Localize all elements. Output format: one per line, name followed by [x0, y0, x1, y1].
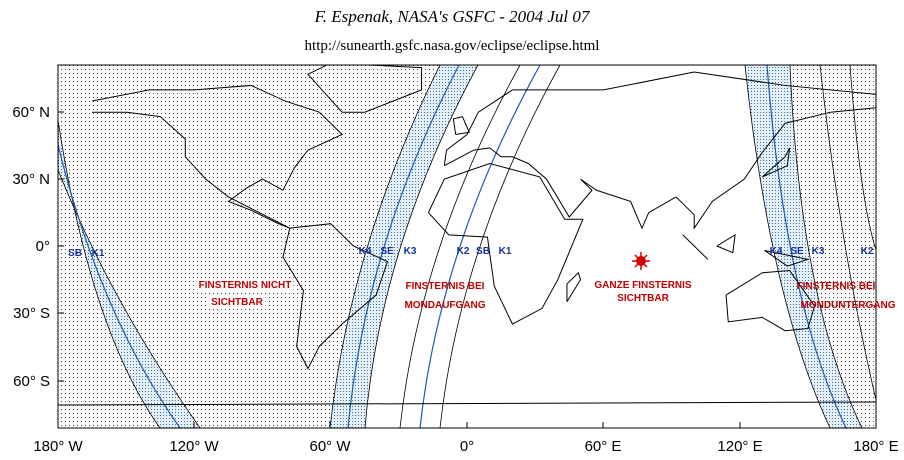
contact-label: K3 [404, 246, 417, 257]
region-label: MONDAUFGANG [404, 300, 485, 311]
coastline [725, 270, 816, 332]
coastline [762, 147, 791, 178]
region-label: SICHTBAR [211, 297, 263, 308]
coastline [307, 65, 423, 113]
coastline [92, 84, 343, 229]
band [745, 65, 862, 428]
contact-label: K4 [770, 246, 783, 257]
coastline [716, 233, 736, 254]
coastline [566, 271, 582, 303]
region-label: FINSTERNIS BEI [797, 281, 876, 292]
contact-label: K1 [499, 246, 512, 257]
lat-label: 60° S [13, 373, 50, 390]
eclipse-point [632, 252, 650, 270]
region-label: GANZE FINSTERNIS [594, 280, 692, 291]
contact-label: K1 [92, 248, 105, 259]
lon-axis: 180° W 120° W 60° W 0° 60° E 120° E 180° E [33, 422, 899, 455]
curves [58, 65, 876, 428]
contact-label: SB [476, 246, 490, 257]
region-label: FINSTERNIS BEI [406, 281, 485, 292]
coastline [452, 116, 470, 135]
lon-label: 0° [460, 438, 474, 455]
coastline [427, 162, 584, 325]
center-lines [58, 65, 847, 428]
lon-label: 60° E [585, 438, 622, 455]
shade-left [58, 65, 440, 428]
lat-label: 30° S [13, 305, 50, 322]
label-bg [196, 279, 294, 292]
lat-label: 60° N [12, 104, 50, 121]
lon-label: 120° W [169, 438, 219, 455]
lon-label: 180° W [33, 438, 83, 455]
lon-label: 120° E [717, 438, 762, 455]
coastline [443, 71, 876, 230]
band [58, 120, 200, 428]
lat-axis: 60° N 30° N 0° 30° S 60° S [12, 104, 64, 390]
map [58, 65, 876, 428]
contact-label: K2 [861, 246, 874, 257]
region-label: FINSTERNIS NICHT [199, 280, 292, 291]
lon-label: 180° E [853, 438, 898, 455]
title: F. Espenak, NASA's GSFC - 2004 Jul 07 [314, 7, 591, 26]
region-label: MONDUNTERGANG [801, 300, 896, 311]
contact-label: K2 [457, 246, 470, 257]
coastlines [92, 65, 876, 370]
lon-label: 60° W [309, 438, 351, 455]
url: http://sunearth.gsfc.nasa.gov/eclipse/ec… [305, 38, 600, 54]
lat-label: 30° N [12, 171, 50, 188]
contact-label: SE [790, 246, 804, 257]
coastline [764, 249, 810, 267]
regions: FINSTERNIS NICHT SICHTBAR FINSTERNIS BEI MO… [196, 279, 896, 311]
contact-label: K3 [812, 246, 825, 257]
contacts: SB K1 K4 SE K3 K2 SB K1 K4 SE K3 K2 [68, 246, 874, 259]
contact-label: SB [68, 248, 82, 259]
contact-label: K4 [359, 246, 372, 257]
antarctica [58, 401, 876, 406]
contact-label: SE [380, 246, 394, 257]
lat-label: 0° [36, 238, 50, 255]
coastline [282, 223, 389, 370]
region-label: SICHTBAR [617, 293, 669, 304]
band [330, 65, 478, 428]
label-bg [209, 296, 266, 309]
coastline [682, 234, 709, 260]
